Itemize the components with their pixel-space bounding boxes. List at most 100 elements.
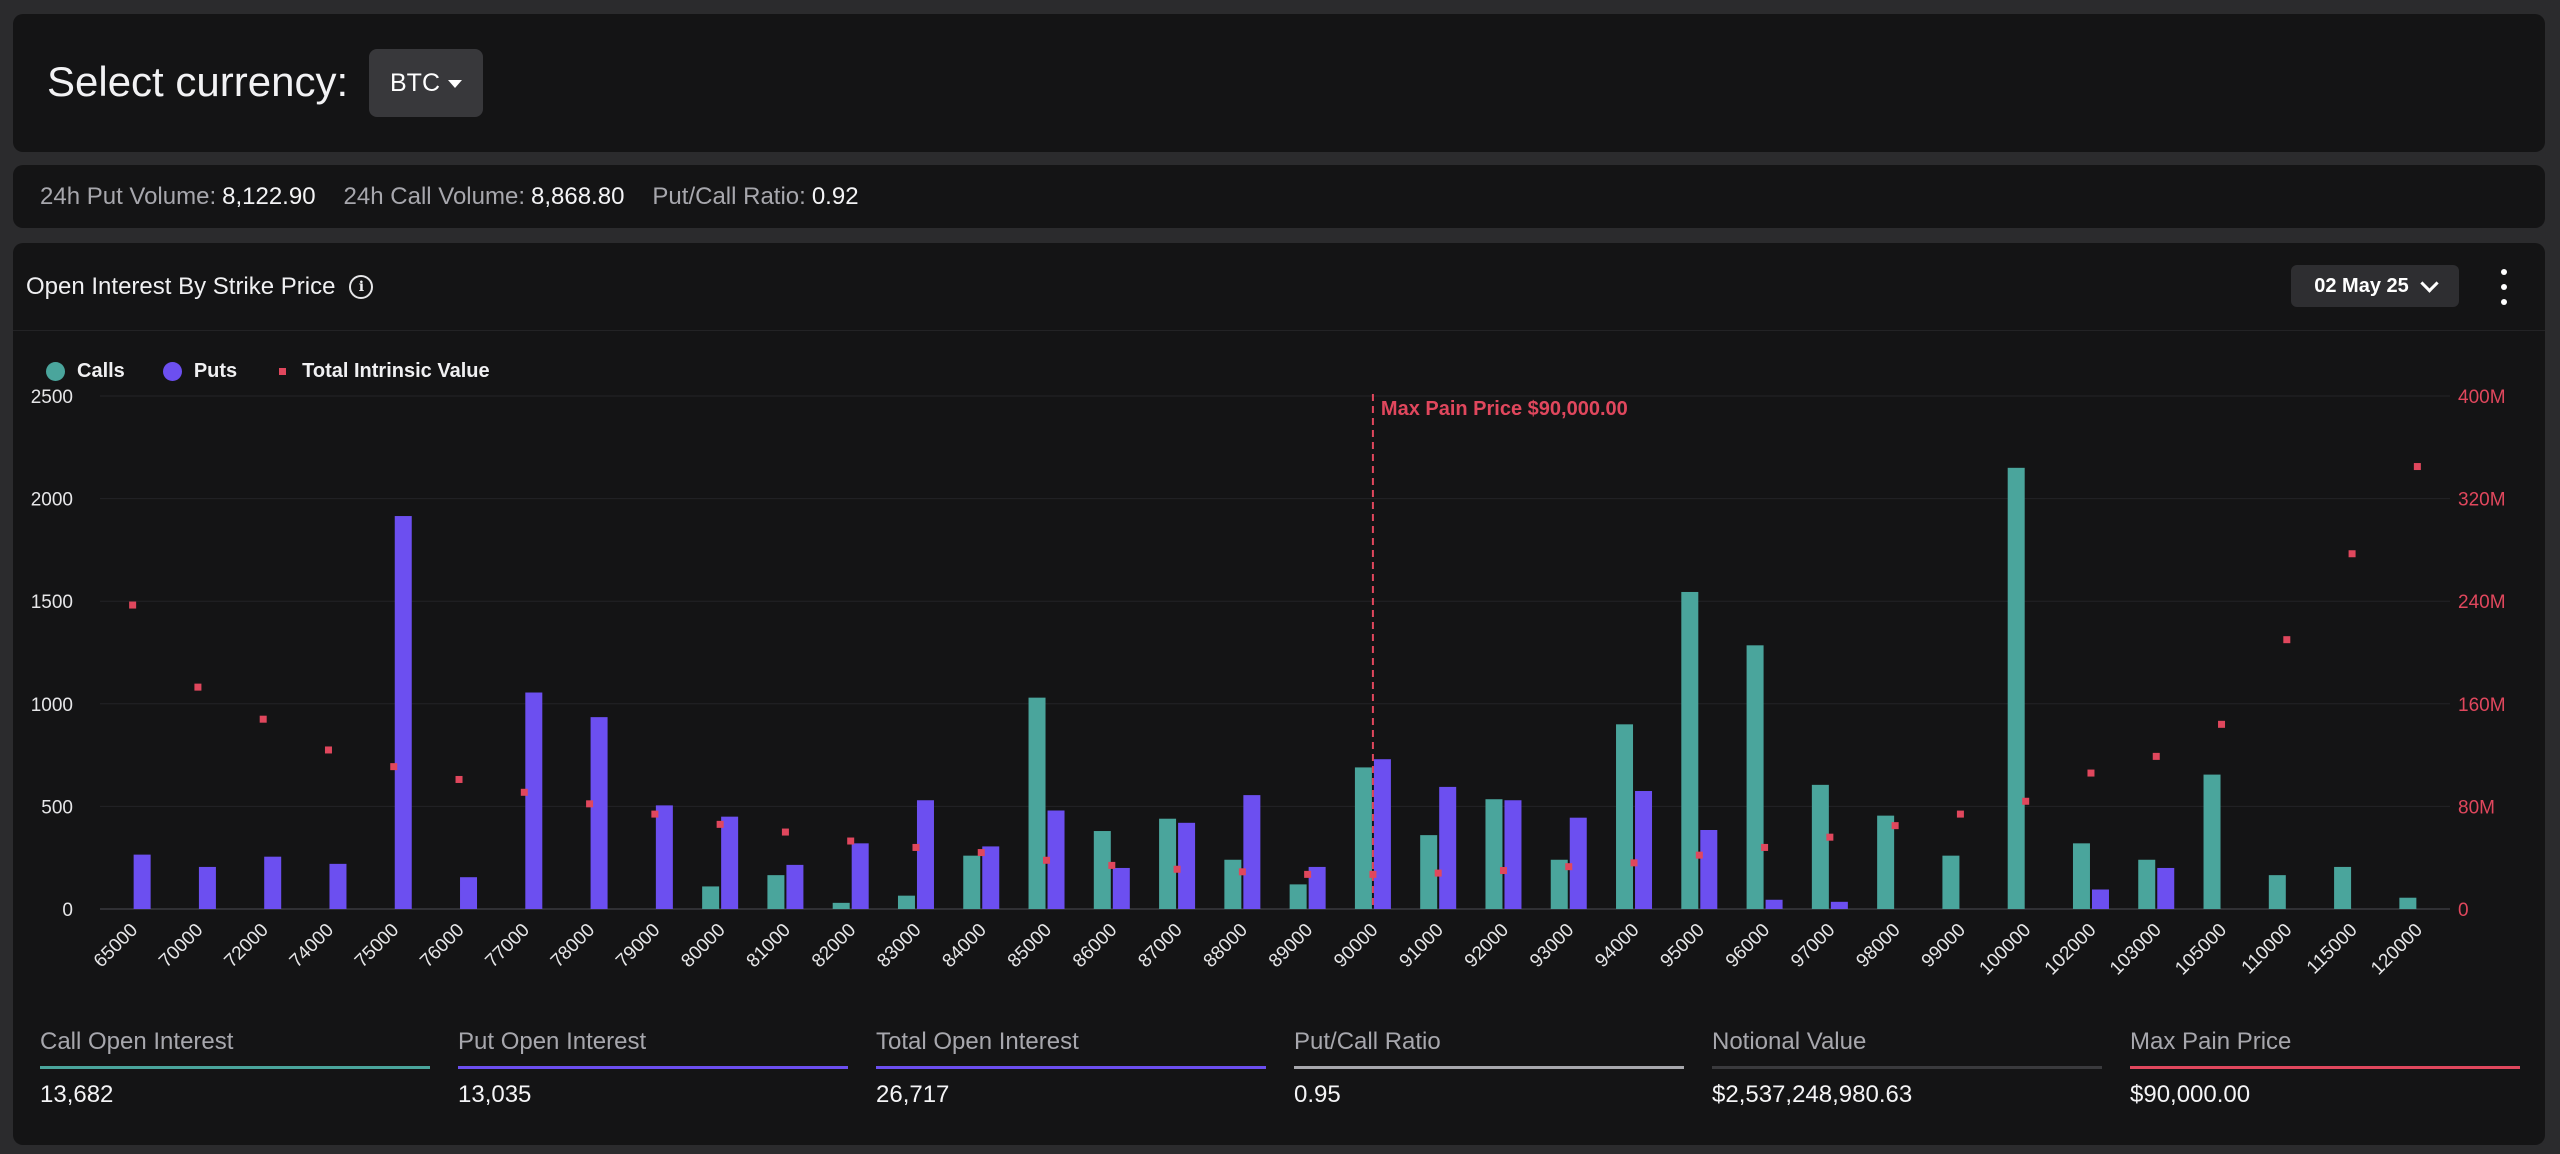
- bar-calls-115000: [2334, 866, 2352, 909]
- bar-calls-84000: [963, 855, 981, 909]
- x-tick-label-82000: 82000: [808, 920, 860, 972]
- bar-calls-88000: [1224, 859, 1242, 909]
- point-intrinsic-81000: [781, 828, 789, 836]
- point-intrinsic-78000: [586, 800, 594, 808]
- x-tick-label-103000: 103000: [2106, 920, 2166, 980]
- metric-value: 0.95: [1294, 1081, 1341, 1108]
- currency-selected-value: BTC: [390, 68, 440, 97]
- bar-puts-95000: [1700, 829, 1718, 909]
- info-icon[interactable]: i: [349, 275, 374, 299]
- currency-select[interactable]: BTC: [369, 49, 483, 117]
- chart-title: Open Interest By Strike Price i: [26, 273, 374, 301]
- bar-puts-85000: [1047, 810, 1065, 909]
- point-intrinsic-84000: [977, 849, 985, 857]
- x-tick-label-97000: 97000: [1787, 920, 1839, 972]
- legend-item-intrinsic[interactable]: Total Intrinsic Value: [275, 360, 490, 383]
- point-intrinsic-72000: [259, 715, 267, 723]
- bar-puts-82000: [851, 843, 869, 909]
- metric-label: Put/Call Ratio: [1294, 1028, 1684, 1069]
- x-tick-label-65000: 65000: [90, 920, 142, 972]
- point-intrinsic-85000: [1043, 856, 1051, 864]
- x-tick-label-75000: 75000: [351, 920, 403, 972]
- x-tick-label-89000: 89000: [1265, 920, 1317, 972]
- bar-puts-70000: [198, 866, 216, 909]
- point-intrinsic-70000: [194, 683, 202, 691]
- x-tick-label-102000: 102000: [2041, 920, 2101, 980]
- expiry-date-select[interactable]: 02 May 25: [2291, 265, 2459, 307]
- summary-metrics: Call Open Interest 13,682 Put Open Inter…: [40, 1028, 2520, 1109]
- bar-puts-75000: [394, 516, 412, 909]
- bar-calls-98000: [1877, 815, 1895, 909]
- bar-puts-87000: [1178, 822, 1196, 909]
- x-tick-label-81000: 81000: [743, 920, 795, 972]
- x-tick-label-96000: 96000: [1722, 920, 1774, 972]
- y-right-tick-label: 240M: [2458, 592, 2506, 613]
- bar-puts-90000: [1373, 759, 1391, 909]
- x-tick-label-87000: 87000: [1134, 920, 1186, 972]
- x-tick-label-83000: 83000: [873, 920, 925, 972]
- point-intrinsic-110000: [2283, 636, 2291, 644]
- bar-calls-81000: [767, 875, 785, 909]
- point-intrinsic-96000: [1761, 843, 1769, 851]
- bar-calls-96000: [1746, 645, 1764, 909]
- kebab-icon[interactable]: [2491, 269, 2517, 305]
- bar-calls-82000: [832, 902, 850, 909]
- x-tick-label-80000: 80000: [677, 920, 729, 972]
- kebab-dot: [2501, 284, 2507, 290]
- point-intrinsic-80000: [716, 820, 724, 828]
- legend-item-puts[interactable]: Puts: [162, 360, 238, 383]
- point-intrinsic-105000: [2218, 720, 2226, 728]
- point-intrinsic-120000: [2413, 463, 2421, 471]
- currency-panel: Select currency: BTC: [13, 14, 2545, 152]
- x-tick-label-100000: 100000: [1976, 920, 2036, 980]
- kebab-dot: [2501, 269, 2507, 275]
- metric-value: $90,000.00: [2130, 1081, 2251, 1108]
- kebab-dot: [2501, 299, 2507, 305]
- bar-calls-89000: [1289, 884, 1307, 909]
- header-divider: [13, 330, 2545, 331]
- y-left-tick-label: 2500: [31, 387, 73, 408]
- bar-puts-88000: [1243, 795, 1261, 909]
- point-intrinsic-65000: [129, 601, 137, 609]
- metric-value: 26,717: [876, 1081, 950, 1108]
- legend-item-calls[interactable]: Calls: [46, 360, 125, 383]
- currency-label: Select currency:: [47, 58, 349, 105]
- legend-label-puts: Puts: [193, 360, 238, 382]
- point-intrinsic-94000: [1630, 859, 1638, 867]
- point-intrinsic-76000: [455, 775, 463, 783]
- max-pain-label: Max Pain Price $90,000.00: [1381, 398, 1628, 420]
- point-intrinsic-82000: [847, 837, 855, 845]
- point-intrinsic-93000: [1565, 863, 1573, 871]
- bar-puts-74000: [329, 863, 347, 909]
- x-tick-label-94000: 94000: [1591, 920, 1643, 972]
- bar-puts-80000: [721, 816, 739, 909]
- x-tick-label-93000: 93000: [1526, 920, 1578, 972]
- x-tick-label-72000: 72000: [221, 920, 273, 972]
- bar-calls-94000: [1616, 724, 1634, 909]
- y-right-tick-label: 320M: [2458, 490, 2506, 511]
- bar-puts-97000: [1830, 901, 1848, 909]
- point-intrinsic-75000: [390, 763, 398, 771]
- bar-calls-110000: [2268, 875, 2286, 909]
- x-tick-label-88000: 88000: [1200, 920, 1252, 972]
- y-left-tick-label: 1000: [31, 695, 73, 716]
- point-intrinsic-92000: [1499, 867, 1507, 875]
- bar-calls-85000: [1028, 697, 1046, 909]
- bar-puts-83000: [916, 800, 934, 909]
- x-tick-label-95000: 95000: [1657, 920, 1709, 972]
- puts-dot-icon: [162, 362, 182, 381]
- x-tick-label-74000: 74000: [286, 920, 338, 972]
- y-left-tick-label: 0: [62, 900, 73, 921]
- chevron-down-icon: [2420, 273, 2439, 293]
- metric-put-open-interest: Put Open Interest 13,035: [458, 1028, 848, 1109]
- point-intrinsic-88000: [1238, 868, 1246, 876]
- legend-label-intrinsic: Total Intrinsic Value: [302, 360, 490, 382]
- x-tick-label-90000: 90000: [1330, 920, 1382, 972]
- bar-calls-103000: [2138, 859, 2156, 909]
- x-tick-label-120000: 120000: [2367, 920, 2427, 980]
- point-intrinsic-95000: [1695, 851, 1703, 859]
- point-intrinsic-102000: [2087, 769, 2095, 777]
- bar-puts-84000: [982, 846, 1000, 909]
- expiry-date-value: 02 May 25: [2314, 274, 2409, 297]
- point-intrinsic-97000: [1826, 833, 1834, 841]
